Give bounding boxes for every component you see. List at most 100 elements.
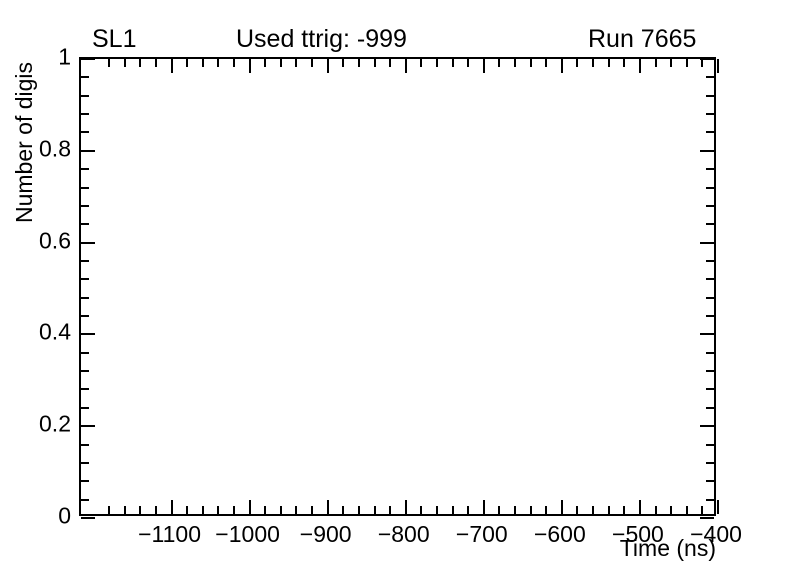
axis-tick xyxy=(700,333,714,336)
axis-tick xyxy=(81,333,95,336)
axis-tick xyxy=(482,500,485,514)
axis-tick xyxy=(700,58,714,60)
axis-tick xyxy=(638,59,641,73)
axis-tick xyxy=(389,59,392,67)
axis-tick xyxy=(706,443,714,446)
axis-tick xyxy=(81,113,89,116)
axis-tick xyxy=(373,506,376,514)
axis-tick xyxy=(420,59,423,67)
axis-tick xyxy=(123,59,126,67)
axis-tick xyxy=(467,506,470,514)
axis-tick xyxy=(654,506,657,514)
x-axis-tick-label: −500 xyxy=(612,521,664,547)
axis-tick xyxy=(217,59,220,67)
axis-tick xyxy=(311,506,314,514)
axis-tick xyxy=(373,59,376,67)
axis-tick xyxy=(670,506,673,514)
axis-tick xyxy=(670,59,673,67)
axis-tick xyxy=(638,500,641,514)
axis-tick xyxy=(529,506,532,514)
axis-tick xyxy=(81,241,95,244)
x-axis-tick-label: −700 xyxy=(455,521,508,547)
axis-tick xyxy=(81,94,89,97)
axis-tick xyxy=(498,506,501,514)
axis-tick xyxy=(706,223,714,226)
axis-tick xyxy=(706,204,714,207)
axis-tick xyxy=(706,461,714,464)
axis-tick xyxy=(560,500,563,514)
axis-tick xyxy=(81,351,89,354)
axis-tick xyxy=(81,461,89,464)
axis-tick xyxy=(170,500,173,514)
axis-tick xyxy=(81,168,89,171)
axis-tick xyxy=(81,406,89,409)
axis-tick xyxy=(248,59,251,73)
axis-tick xyxy=(217,506,220,514)
axis-tick xyxy=(311,59,314,67)
axis-tick xyxy=(123,506,126,514)
axis-tick xyxy=(279,59,282,67)
axis-tick xyxy=(81,223,89,226)
axis-tick xyxy=(81,259,89,262)
axis-tick xyxy=(81,204,89,207)
axis-tick xyxy=(654,59,657,67)
pad-title-center: Used ttrig: -999 xyxy=(236,25,407,53)
axis-tick xyxy=(706,94,714,97)
y-axis-tick-label: 1 xyxy=(58,43,71,70)
axis-tick xyxy=(154,506,157,514)
axis-tick xyxy=(420,506,423,514)
axis-tick xyxy=(706,186,714,189)
axis-tick xyxy=(706,406,714,409)
axis-tick xyxy=(545,506,548,514)
axis-tick xyxy=(295,506,298,514)
axis-tick xyxy=(342,59,345,67)
axis-tick xyxy=(451,506,454,514)
plot-data-area xyxy=(81,59,714,514)
axis-tick xyxy=(81,315,89,318)
axis-tick xyxy=(81,425,95,428)
axis-tick xyxy=(81,480,89,483)
axis-tick xyxy=(607,506,610,514)
axis-tick xyxy=(592,59,595,67)
axis-tick xyxy=(700,149,714,152)
axis-tick xyxy=(717,500,719,514)
axis-tick xyxy=(404,59,407,73)
axis-tick xyxy=(700,517,714,519)
axis-tick xyxy=(706,315,714,318)
axis-tick xyxy=(706,351,714,354)
x-axis-tick-label: −1100 xyxy=(138,521,201,547)
x-axis-tick-label: −1000 xyxy=(215,521,280,547)
axis-tick xyxy=(545,59,548,67)
axis-tick xyxy=(389,506,392,514)
axis-tick xyxy=(139,506,142,514)
axis-tick xyxy=(81,443,89,446)
axis-tick xyxy=(326,59,329,73)
axis-tick xyxy=(706,76,714,79)
y-axis-tick-label: 0.6 xyxy=(39,227,71,254)
x-axis-tick-label: −400 xyxy=(690,521,742,547)
axis-tick xyxy=(607,59,610,67)
axis-tick xyxy=(700,241,714,244)
axis-tick xyxy=(706,113,714,116)
axis-tick xyxy=(233,506,235,514)
axis-tick xyxy=(576,59,579,67)
axis-tick xyxy=(706,296,714,299)
axis-tick xyxy=(700,425,714,428)
axis-tick xyxy=(342,506,345,514)
axis-tick xyxy=(295,59,298,67)
axis-tick xyxy=(717,59,719,73)
axis-tick xyxy=(81,388,89,391)
axis-tick xyxy=(706,498,714,501)
x-axis-tick-label: −800 xyxy=(377,521,430,547)
plot-frame xyxy=(79,57,719,519)
axis-tick xyxy=(186,59,189,67)
axis-tick xyxy=(623,506,626,514)
axis-tick xyxy=(233,59,235,67)
axis-tick xyxy=(576,506,579,514)
axis-tick xyxy=(279,506,282,514)
axis-tick xyxy=(81,149,95,152)
axis-tick xyxy=(81,296,89,299)
axis-tick xyxy=(701,506,704,514)
axis-tick xyxy=(706,480,714,483)
